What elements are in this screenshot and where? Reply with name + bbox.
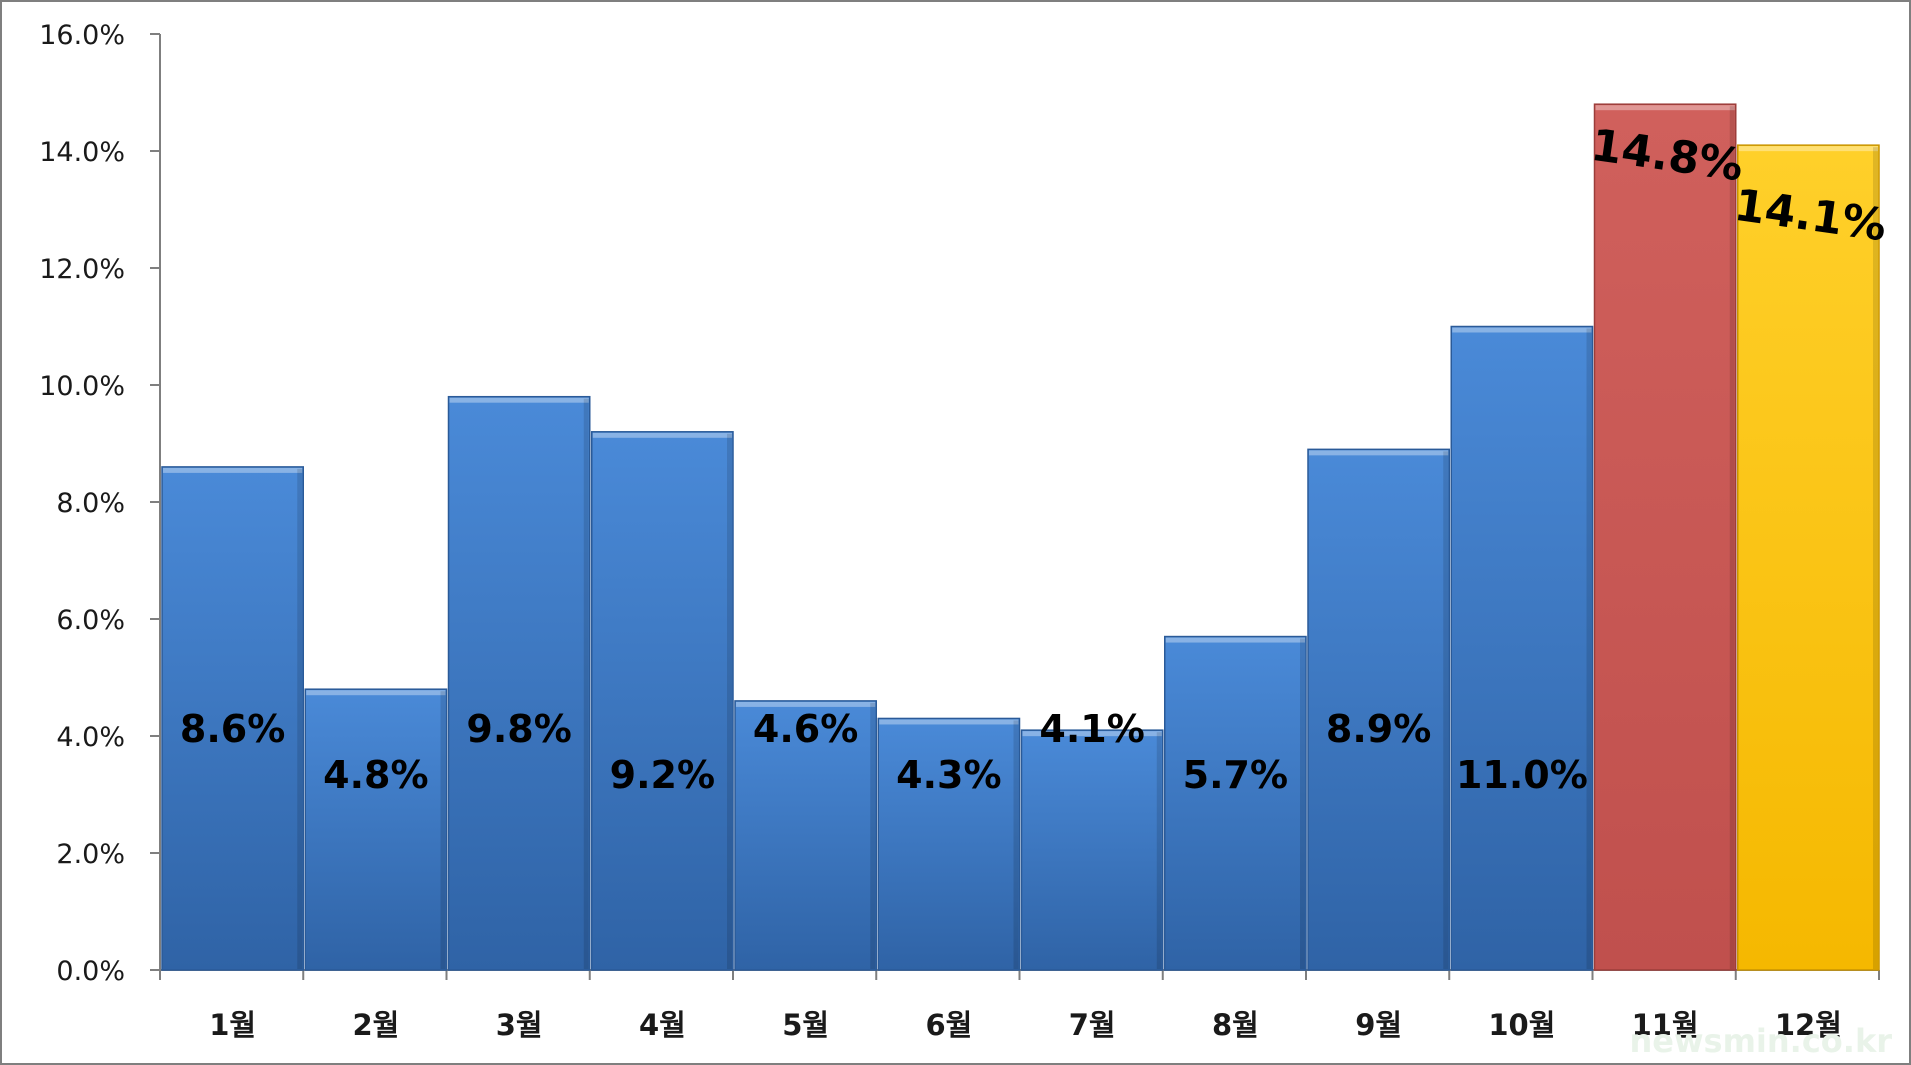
bar-2	[304, 688, 448, 971]
bar-shade	[870, 702, 876, 969]
bar-bevel	[1738, 146, 1878, 152]
bar-bevel	[1595, 105, 1735, 111]
x-tick-label: 11월	[1632, 1008, 1699, 1042]
data-label: 8.9%	[1326, 707, 1431, 751]
bar-6	[877, 717, 1021, 971]
bar-bevel	[163, 467, 303, 473]
x-tick-label: 4월	[639, 1008, 686, 1042]
x-tick-label: 10월	[1488, 1008, 1555, 1042]
data-label: 8.6%	[180, 707, 285, 751]
x-tick-label: 2월	[352, 1008, 399, 1042]
bar-bevel	[306, 690, 446, 696]
bar-7	[1020, 729, 1164, 971]
bar-4	[591, 431, 734, 971]
bar-bevel	[1309, 450, 1449, 456]
y-tick-label: 14.0%	[39, 137, 125, 168]
y-tick-label: 2.0%	[56, 839, 125, 870]
bar-shade	[297, 468, 303, 969]
bar-bevel	[879, 719, 1019, 725]
y-tick-label: 6.0%	[56, 605, 125, 636]
bar-bevel	[449, 397, 589, 403]
data-label: 11.0%	[1456, 753, 1588, 797]
bar-shade	[1586, 328, 1592, 969]
y-tick-label: 8.0%	[56, 488, 125, 519]
bar-shade	[1156, 732, 1162, 969]
data-label: 4.8%	[323, 753, 428, 797]
y-tick-label: 4.0%	[56, 722, 125, 753]
y-tick-label: 12.0%	[39, 254, 125, 285]
data-label: 4.6%	[753, 707, 858, 751]
x-tick-label: 1월	[209, 1008, 256, 1042]
bar-12	[1737, 144, 1880, 971]
axes: 0.0% 2.0% 4.0% 6.0% 8.0% 10.0% 12.0% 14.0% 16.0%…	[39, 20, 1880, 1042]
x-tick-label: 5월	[782, 1008, 829, 1042]
data-label: 5.7%	[1183, 753, 1288, 797]
bar-shade	[440, 691, 446, 969]
x-tick-label: 6월	[925, 1008, 972, 1042]
x-tick-label: 7월	[1069, 1008, 1116, 1042]
bar-shade	[727, 433, 732, 969]
bar-bevel	[736, 701, 876, 707]
bar-shade	[1873, 147, 1878, 969]
y-tick-label: 0.0%	[56, 956, 125, 987]
x-tick-label: 8월	[1212, 1008, 1259, 1042]
bar-shade	[1013, 720, 1019, 969]
bar-bevel	[1165, 637, 1305, 643]
bar-shade	[1300, 638, 1305, 969]
bar-shade	[583, 398, 589, 969]
data-labels: 8.6% 4.8% 9.8% 9.2% 4.6% 4.3% 4.1% 5.7% 8.9% 11.0…	[180, 120, 1890, 797]
bars	[161, 103, 1880, 971]
bar-bevel	[1452, 327, 1592, 333]
y-tick-label: 10.0%	[39, 371, 125, 402]
watermark: newsmin.co.kr	[1629, 1022, 1892, 1060]
bar-1	[161, 466, 304, 971]
data-label: 9.2%	[610, 753, 715, 797]
x-tick-label: 12월	[1775, 1008, 1842, 1042]
data-label: 9.8%	[466, 707, 571, 751]
x-tick-label: 9월	[1355, 1008, 1402, 1042]
bar-shade	[1443, 451, 1449, 970]
bar-3	[447, 395, 591, 971]
bar-9	[1307, 448, 1450, 971]
data-label: 4.3%	[896, 753, 1001, 797]
bar-10	[1450, 325, 1594, 971]
bar-11	[1593, 103, 1737, 971]
data-label: 4.1%	[1039, 707, 1144, 751]
x-tick-label: 3월	[496, 1008, 543, 1042]
bar-shade	[1729, 106, 1735, 969]
bar-bevel	[1022, 731, 1162, 737]
y-tick-label: 16.0%	[39, 20, 125, 51]
bar-5	[734, 700, 877, 971]
bar-bevel	[592, 432, 732, 438]
bar-8	[1164, 635, 1307, 971]
